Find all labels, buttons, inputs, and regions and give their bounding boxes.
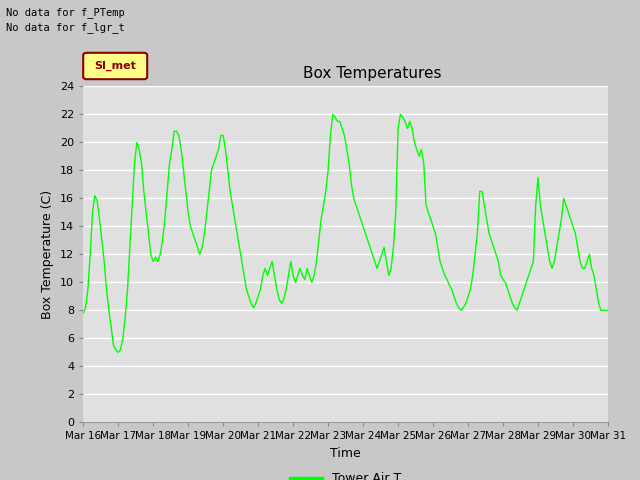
Text: SI_met: SI_met bbox=[94, 61, 136, 71]
Y-axis label: Box Temperature (C): Box Temperature (C) bbox=[42, 190, 54, 319]
Legend: Tower Air T: Tower Air T bbox=[285, 467, 406, 480]
Title: Box Temperatures: Box Temperatures bbox=[303, 66, 441, 81]
Text: No data for f_lgr_t: No data for f_lgr_t bbox=[6, 22, 125, 33]
X-axis label: Time: Time bbox=[330, 447, 361, 460]
Text: No data for f_PTemp: No data for f_PTemp bbox=[6, 7, 125, 18]
